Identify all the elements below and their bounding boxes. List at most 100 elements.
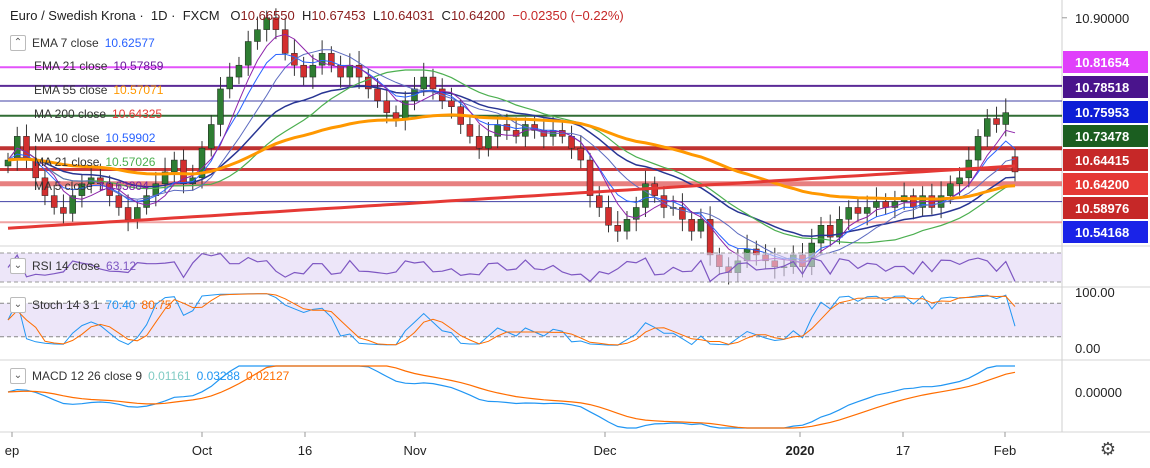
indicator-legend-item[interactable]: MA 5 close 10.63804 [10,179,149,193]
candle-body [891,201,899,208]
time-tick-label: Nov [403,443,427,458]
gear-icon[interactable]: ⚙ [1099,439,1116,459]
time-tick-label: ep [5,443,19,458]
indicator-label: EMA 21 close [34,59,108,73]
price-tag [1063,149,1148,171]
indicator-value: 10.57071 [113,83,164,97]
chevron-down-icon[interactable]: ⌄ [10,297,26,313]
change-value: −0.02350 (−0.22%) [512,8,624,23]
rsi-legend[interactable]: ⌄ RSI 14 close 63.12 [10,258,142,274]
price-tag-label: 10.78518 [1075,80,1129,95]
candle-body [328,53,335,66]
candle-body [217,88,224,125]
candle-body [226,76,233,90]
price-tag-label: 10.75953 [1075,105,1129,120]
chevron-up-icon[interactable]: ⌃ [10,35,26,51]
candle-body [854,207,862,214]
price-tick-label: 10.90000 [1075,11,1129,26]
candle-body [115,195,123,208]
candle-body [577,147,585,161]
candle-body [244,41,252,66]
price-tag [1063,197,1148,219]
indicator-value: 10.59902 [105,131,156,145]
candle-body [845,207,852,220]
indicator-legend-item[interactable]: ⌃ EMA 7 close 10.62577 [10,35,155,51]
candle-body [161,171,169,185]
candle-body [956,177,963,185]
price-tag-label: 10.58976 [1075,201,1129,216]
indicator-value: 10.57026 [105,155,156,169]
price-tag-label: 10.64200 [1075,177,1129,192]
stoch-tick-label: 0.00 [1075,341,1100,356]
time-tick-label: Feb [994,443,1016,458]
rsi-label: RSI 14 close [32,259,101,273]
candle-body [346,64,354,78]
symbol-header: Euro / Swedish Krona · 1D · FXCM O10.665… [10,8,624,23]
open-label: O [230,8,241,23]
indicator-legend-item[interactable]: EMA 55 close 10.57071 [10,83,163,97]
candle-body [826,225,834,238]
close-value: 10.64200 [450,8,506,23]
indicator-value: 10.64325 [112,107,163,121]
symbol-name: Euro / Swedish Krona [10,8,136,23]
indicator-legend-item[interactable]: EMA 21 close 10.57859 [10,59,163,73]
candle-body [69,195,76,214]
time-tick-label: Oct [192,443,213,458]
candle-body [309,64,317,78]
indicator-legend-item[interactable]: MA 21 close 10.57026 [10,155,155,169]
indicator-label: MA 200 close [34,107,107,121]
candle-body [263,17,270,30]
price-tag [1063,76,1148,98]
indicator-legend-item[interactable]: MA 10 close 10.59902 [10,131,155,145]
macd-hist-value: 0.01161 [148,369,191,383]
candle-body [1011,156,1019,173]
ma200-line [7,164,1016,230]
price-tag [1063,51,1148,73]
candle-body [836,219,843,238]
candle-body [429,76,437,90]
data-source: FXCM [182,8,220,23]
indicator-label: MA 10 close [34,131,100,145]
chevron-down-icon[interactable]: ⌄ [10,258,26,274]
indicator-legend-item[interactable]: MA 200 close 10.64325 [10,107,162,121]
indicator-label: EMA 55 close [34,83,108,97]
candle-body [254,29,261,42]
macd-line-value: 0.03288 [196,369,240,383]
candle-body [383,100,391,113]
candle-body [596,195,603,208]
low-value: 10.64031 [380,8,435,23]
time-tick-label: 2020 [786,443,815,458]
indicator-label: MA 21 close [34,155,100,169]
stoch-legend[interactable]: ⌄ Stoch 14 3 1 70.40 80.75 [10,297,177,313]
candle-body [60,207,67,214]
candle-body [873,201,880,208]
stoch-d-value: 80.75 [141,298,172,312]
time-tick-label: 16 [298,443,312,458]
stoch-label: Stoch 14 3 1 [32,298,100,312]
candle-body [300,64,307,78]
candle-body [614,225,621,232]
candle-body [392,112,400,119]
candle-body [438,88,446,102]
candle-body [688,219,695,232]
candle-body [355,64,363,78]
price-tag [1063,125,1148,147]
time-tick-label: 17 [896,443,910,458]
macd-line [7,365,1015,429]
candle-body [134,207,141,220]
open-value: 10.66550 [240,8,295,23]
candle-body [207,124,215,149]
candle-body [143,195,150,208]
candle-body [365,76,372,90]
price-tag [1063,173,1148,195]
chevron-down-icon[interactable]: ⌄ [10,368,26,384]
macd-tick-label: 0.00000 [1075,385,1122,400]
candle-body [124,207,132,220]
candle-body [531,124,538,131]
candle-body [984,118,991,137]
interval[interactable]: 1D [150,8,168,23]
macd-legend[interactable]: ⌄ MACD 12 26 close 9 0.01161 0.03288 0.0… [10,368,295,384]
candle-body [475,136,483,149]
candle-body [235,64,243,78]
